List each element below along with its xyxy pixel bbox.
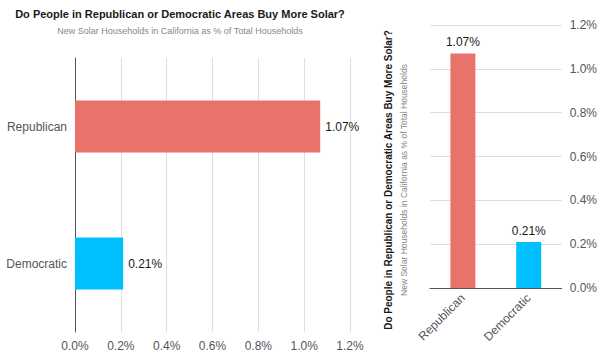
svg-text:1.2%: 1.2% <box>570 18 598 32</box>
svg-text:0.21%: 0.21% <box>512 224 546 238</box>
svg-text:0.2%: 0.2% <box>570 237 598 251</box>
svg-text:0.6%: 0.6% <box>570 150 598 164</box>
svg-text:0.6%: 0.6% <box>199 339 227 353</box>
svg-text:Democratic: Democratic <box>481 291 534 344</box>
svg-text:1.07%: 1.07% <box>325 120 359 134</box>
svg-text:1.2%: 1.2% <box>336 339 364 353</box>
svg-text:0.8%: 0.8% <box>570 106 598 120</box>
svg-text:Democratic: Democratic <box>6 257 67 271</box>
svg-text:Republican: Republican <box>7 120 67 134</box>
svg-text:Do People in Republican or Dem: Do People in Republican or Democratic Ar… <box>15 8 345 20</box>
svg-text:0.0%: 0.0% <box>61 339 89 353</box>
svg-text:0.21%: 0.21% <box>128 257 162 271</box>
svg-text:1.0%: 1.0% <box>290 339 318 353</box>
svg-text:0.4%: 0.4% <box>570 193 598 207</box>
svg-text:Do People in Republican or Dem: Do People in Republican or Democratic Ar… <box>383 30 394 330</box>
svg-text:1.07%: 1.07% <box>446 35 480 49</box>
svg-text:0.8%: 0.8% <box>245 339 273 353</box>
svg-text:0.0%: 0.0% <box>570 281 598 295</box>
svg-text:1.0%: 1.0% <box>570 62 598 76</box>
svg-text:0.2%: 0.2% <box>107 339 135 353</box>
svg-text:0.4%: 0.4% <box>153 339 181 353</box>
svg-text:New Solar Households in Califo: New Solar Households in California as % … <box>57 26 303 36</box>
svg-text:Republican: Republican <box>416 291 468 343</box>
svg-text:New Solar Households in Califo: New Solar Households in California as % … <box>399 64 409 296</box>
